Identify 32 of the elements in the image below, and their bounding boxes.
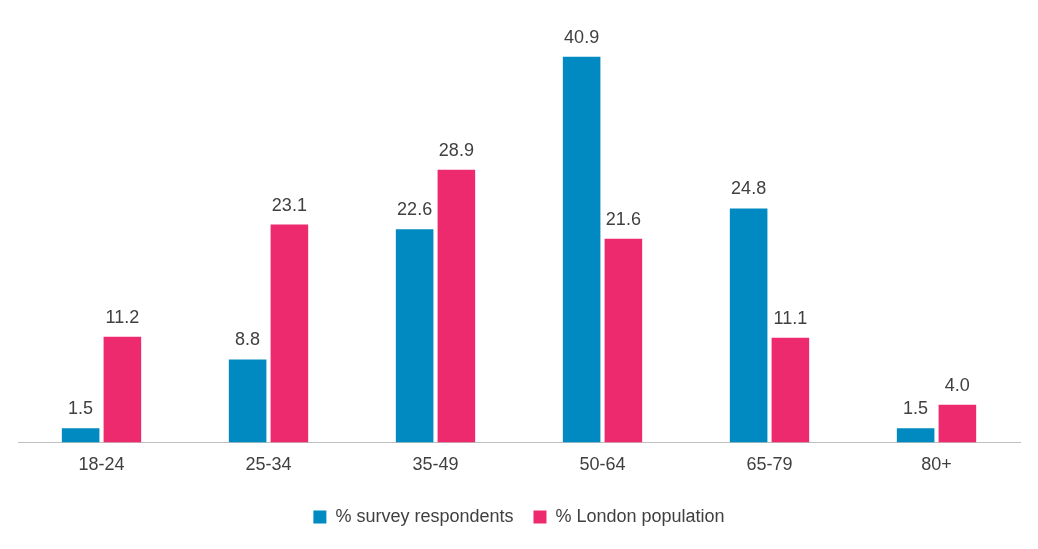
data-label: 21.6 [605,208,641,229]
x-tick-label: 50-64 [579,454,626,475]
legend-label: % London population [555,505,725,526]
bar [103,336,142,443]
data-label: 11.1 [773,307,808,328]
data-label: 1.5 [903,398,929,419]
data-label: 22.6 [397,199,433,220]
data-label: 11.2 [105,306,140,327]
bar [771,337,810,443]
data-label: 24.8 [731,178,767,199]
x-tick-label: 18-24 [78,454,125,475]
bar [61,428,100,443]
bar [437,169,476,443]
bar [270,224,309,443]
x-tick-label: 65-79 [746,454,793,475]
bar [604,238,643,443]
bar [938,404,977,443]
bar [562,56,601,443]
data-label: 23.1 [271,194,307,215]
data-label: 8.8 [235,329,261,350]
data-label: 28.9 [438,139,474,160]
data-label: 4.0 [944,374,970,395]
bar [395,229,434,443]
legend-label: % survey respondents [335,505,514,526]
x-tick-label: 35-49 [412,454,459,475]
x-tick-label: 25-34 [245,454,292,475]
bar [896,428,935,443]
data-label: 40.9 [564,26,600,47]
bar [228,359,267,443]
data-label: 1.5 [68,398,94,419]
bar [729,208,768,443]
x-tick-label: 80+ [921,454,952,475]
